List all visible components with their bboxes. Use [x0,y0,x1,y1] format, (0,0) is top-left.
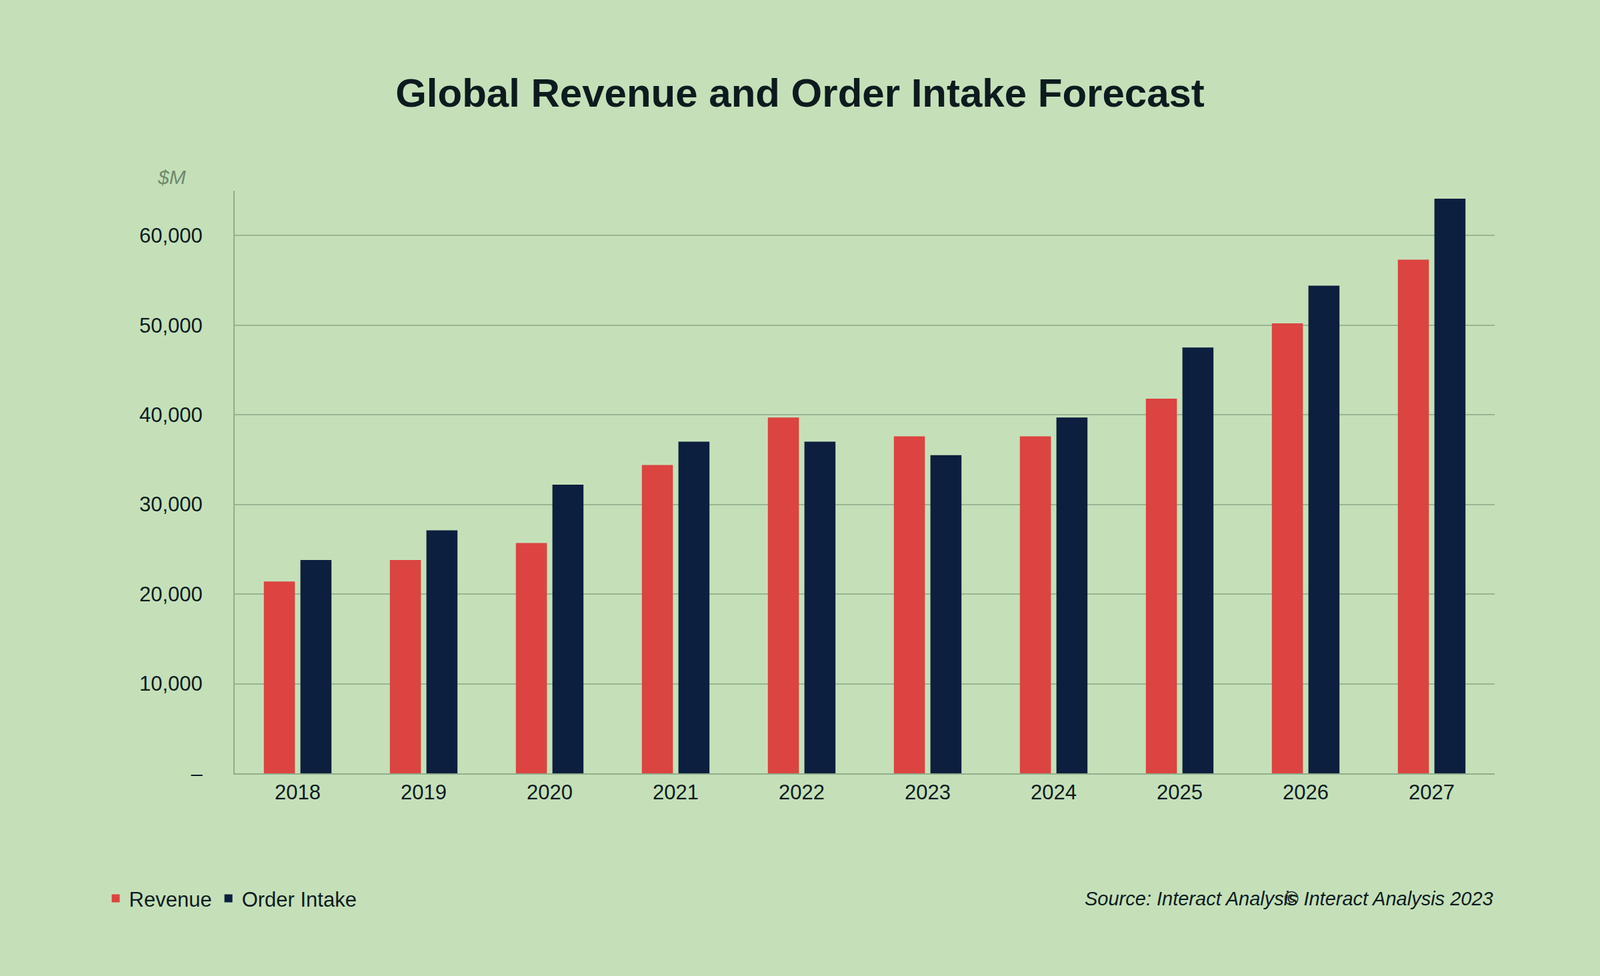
svg-text:–: – [191,762,204,786]
svg-text:2018: 2018 [274,780,321,804]
svg-text:30,000: 30,000 [139,492,203,516]
svg-text:Global Revenue and Order Intak: Global Revenue and Order Intake Forecast [395,70,1205,116]
svg-text:2026: 2026 [1282,780,1329,804]
svg-text:2021: 2021 [652,780,699,804]
svg-text:40,000: 40,000 [139,403,203,427]
svg-text:Revenue: Revenue [129,888,212,912]
svg-text:© Interact Analysis 2023: © Interact Analysis 2023 [1284,888,1494,910]
svg-text:2023: 2023 [904,780,951,804]
svg-text:20,000: 20,000 [139,582,203,606]
svg-text:2025: 2025 [1156,780,1203,804]
svg-text:2020: 2020 [526,780,573,804]
svg-text:2027: 2027 [1408,780,1455,804]
svg-text:2024: 2024 [1030,780,1077,804]
svg-text:60,000: 60,000 [139,224,203,248]
svg-text:$M: $M [157,166,186,188]
svg-text:10,000: 10,000 [139,672,203,696]
svg-text:50,000: 50,000 [139,314,203,338]
svg-text:2022: 2022 [778,780,825,804]
svg-text:Order Intake: Order Intake [242,888,357,912]
svg-text:2019: 2019 [400,780,447,804]
svg-text:Source: Interact Analysis: Source: Interact Analysis [1084,888,1298,910]
